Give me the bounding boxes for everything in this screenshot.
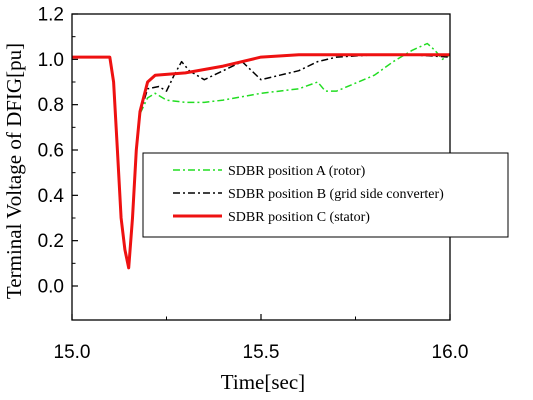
x-tick-label: 15.5: [243, 342, 280, 363]
x-axis-title: Time[sec]: [221, 370, 305, 394]
series-line-2: [72, 53, 450, 270]
x-tick-label: 15.0: [54, 342, 91, 363]
legend-label: SDBR position B (grid side converter): [228, 187, 444, 202]
legend: SDBR position A (rotor) SDBR position B (…: [142, 152, 509, 238]
y-tick-label: 0.6: [38, 141, 64, 162]
y-axis-title: Terminal Voltage of DFIG[pu]: [2, 43, 26, 299]
y-tick-label: 0.4: [38, 186, 65, 207]
y-tick-label: 0.0: [38, 277, 64, 298]
x-tick-labels: 15.0 15.5 16.0: [54, 342, 469, 363]
y-tick-label: 1.0: [38, 50, 64, 71]
legend-label: SDBR position C (stator): [228, 210, 370, 225]
y-tick-labels: 0.0 0.2 0.4 0.6 0.8 1.0 1.2: [38, 5, 65, 298]
legend-label: SDBR position A (rotor): [228, 164, 366, 179]
legend-box: [142, 152, 509, 238]
x-tick-label: 16.0: [432, 342, 469, 363]
y-tick-label: 0.2: [38, 231, 64, 252]
y-tick-label: 0.8: [38, 95, 64, 116]
series-group: [72, 42, 451, 270]
y-tick-label: 1.2: [38, 5, 64, 26]
